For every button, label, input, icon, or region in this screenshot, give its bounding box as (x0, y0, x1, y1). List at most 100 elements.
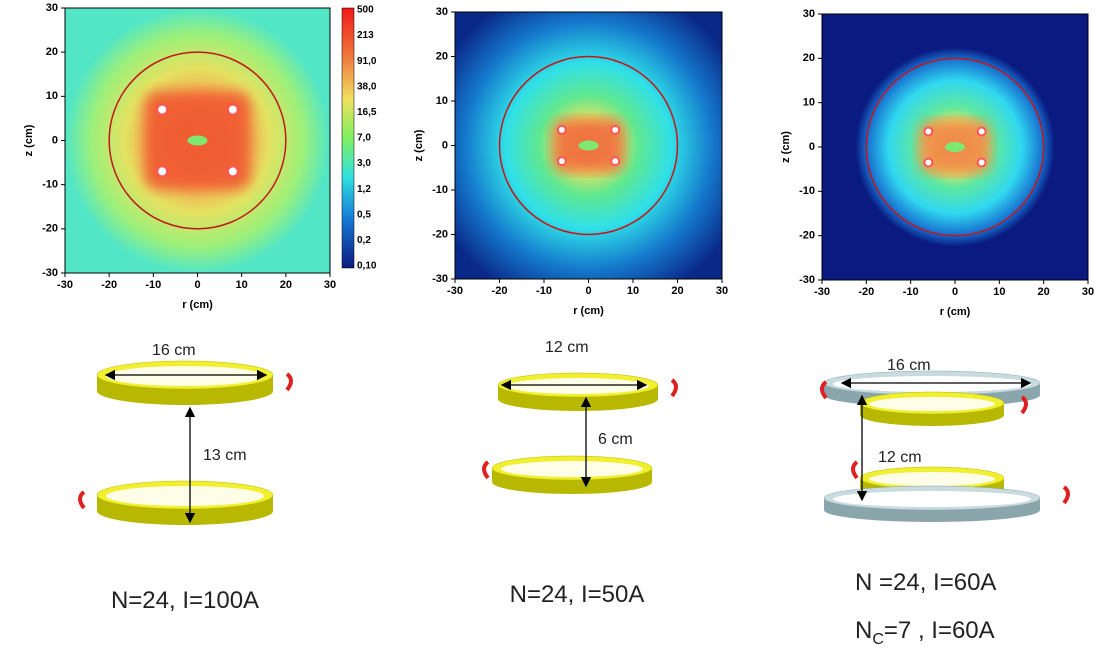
x-tick-label: -30 (814, 286, 830, 298)
x-tick-label: -10 (903, 286, 919, 298)
x-tick-label: 20 (671, 285, 683, 297)
y-tick-label: 20 (436, 50, 448, 62)
y-tick-label: 30 (46, 2, 58, 14)
coil-point (228, 105, 238, 115)
coil-point (611, 157, 619, 165)
coil-inner (501, 461, 643, 477)
x-tick-label: 10 (993, 286, 1005, 298)
y-tick-label: 10 (436, 95, 448, 107)
y-tick-label: -10 (799, 185, 815, 197)
figure: -30 -20 -10 0 10 20 30 -30 -20 -10 0 10 20 30 r (cm) z … (0, 0, 1106, 650)
colorbar-label: 3,0 (357, 158, 371, 169)
colorbar-label: 91,0 (357, 56, 377, 67)
x-axis-label: r (cm) (182, 299, 213, 311)
coil-point (157, 166, 167, 176)
dimension-label: 12 cm (545, 339, 589, 356)
coil-point (558, 157, 566, 165)
y-tick-label: -10 (432, 184, 448, 196)
y-axis-label: z (cm) (413, 129, 425, 161)
y-axis-label: z (cm) (780, 131, 792, 163)
center-spot (945, 142, 965, 152)
colorbar (342, 8, 354, 268)
caption: NC=7 , I=60A (855, 617, 995, 648)
coil-inner (106, 366, 264, 386)
coil-point (924, 159, 932, 167)
y-tick-label: 20 (46, 46, 58, 58)
y-axis-label: z (cm) (23, 124, 35, 156)
y-tick-label: 0 (52, 134, 58, 146)
current-arrow (1064, 487, 1068, 503)
y-tick-label: -30 (799, 274, 815, 286)
y-tick-label: -20 (432, 228, 448, 240)
x-tick-label: 30 (716, 285, 728, 297)
y-tick-label: 10 (46, 90, 58, 102)
x-tick-label: -30 (447, 285, 463, 297)
x-tick-label: 10 (236, 279, 248, 291)
coil-point (978, 127, 986, 135)
center-spot (579, 141, 599, 151)
colorbar-label: 16,5 (357, 107, 377, 118)
x-axis-label: r (cm) (573, 305, 604, 317)
current-arrow (287, 374, 291, 390)
dimension-label: 16 cm (152, 342, 196, 359)
coil-inner (833, 376, 1031, 392)
dimension-label: 13 cm (203, 447, 247, 464)
x-tick-label: 20 (280, 279, 292, 291)
x-tick-label: 30 (1082, 286, 1094, 298)
caption-part: N (855, 617, 872, 644)
x-tick-label: -20 (101, 279, 117, 291)
x-tick-label: 0 (952, 286, 958, 298)
y-tick-label: 10 (803, 97, 815, 109)
current-arrow (672, 380, 676, 396)
colorbar-label: 7,0 (357, 133, 371, 144)
y-tick-label: -20 (42, 223, 58, 235)
y-tick-label: 30 (436, 6, 448, 18)
y-tick-label: -30 (42, 267, 58, 279)
x-axis-label: r (cm) (940, 306, 971, 318)
x-tick-label: 0 (194, 279, 200, 291)
x-tick-label: -10 (536, 285, 552, 297)
colorbar-label: 0,2 (357, 235, 371, 246)
x-tick-label: -20 (858, 286, 874, 298)
y-tick-label: 30 (803, 8, 815, 20)
caption: N =24, I=60A (855, 569, 996, 596)
y-tick-label: 20 (803, 52, 815, 64)
colorbar-label: 0,10 (357, 261, 377, 272)
current-arrow (1022, 397, 1026, 413)
colorbar-label: 0,5 (357, 209, 371, 220)
coil-inner (106, 486, 264, 506)
current-arrow (80, 492, 84, 508)
coil-point (558, 126, 566, 134)
coil-point (611, 126, 619, 134)
colorbar-label: 1,2 (357, 184, 371, 195)
dimension-label: 16 cm (887, 357, 931, 374)
x-tick-label: -20 (492, 285, 508, 297)
current-arrow (853, 462, 857, 478)
coil-point (924, 127, 932, 135)
coil-point (228, 166, 238, 176)
colorbar-label: 500 (357, 5, 374, 16)
caption-part: =7 , I=60A (884, 617, 995, 644)
caption-subscript: C (872, 631, 884, 648)
dimension-label: 6 cm (598, 431, 633, 448)
coil-inner (869, 472, 995, 486)
caption: N=24, I=50A (510, 581, 645, 608)
y-tick-label: 0 (442, 139, 448, 151)
x-tick-label: 0 (585, 285, 591, 297)
y-tick-label: -30 (432, 273, 448, 285)
x-tick-label: -30 (57, 279, 73, 291)
coil-inner (507, 378, 649, 394)
colorbar-label: 213 (357, 30, 374, 41)
coil-point (157, 105, 167, 115)
x-tick-label: 20 (1038, 286, 1050, 298)
y-tick-label: 0 (809, 141, 815, 153)
x-tick-label: 30 (324, 279, 336, 291)
y-tick-label: -20 (799, 230, 815, 242)
caption: N=24, I=100A (111, 587, 259, 614)
dimension-label: 12 cm (878, 449, 922, 466)
x-tick-label: -10 (145, 279, 161, 291)
colorbar-label: 38,0 (357, 81, 377, 92)
coil-inner (833, 491, 1031, 507)
center-spot (188, 136, 208, 146)
x-tick-label: 10 (627, 285, 639, 297)
